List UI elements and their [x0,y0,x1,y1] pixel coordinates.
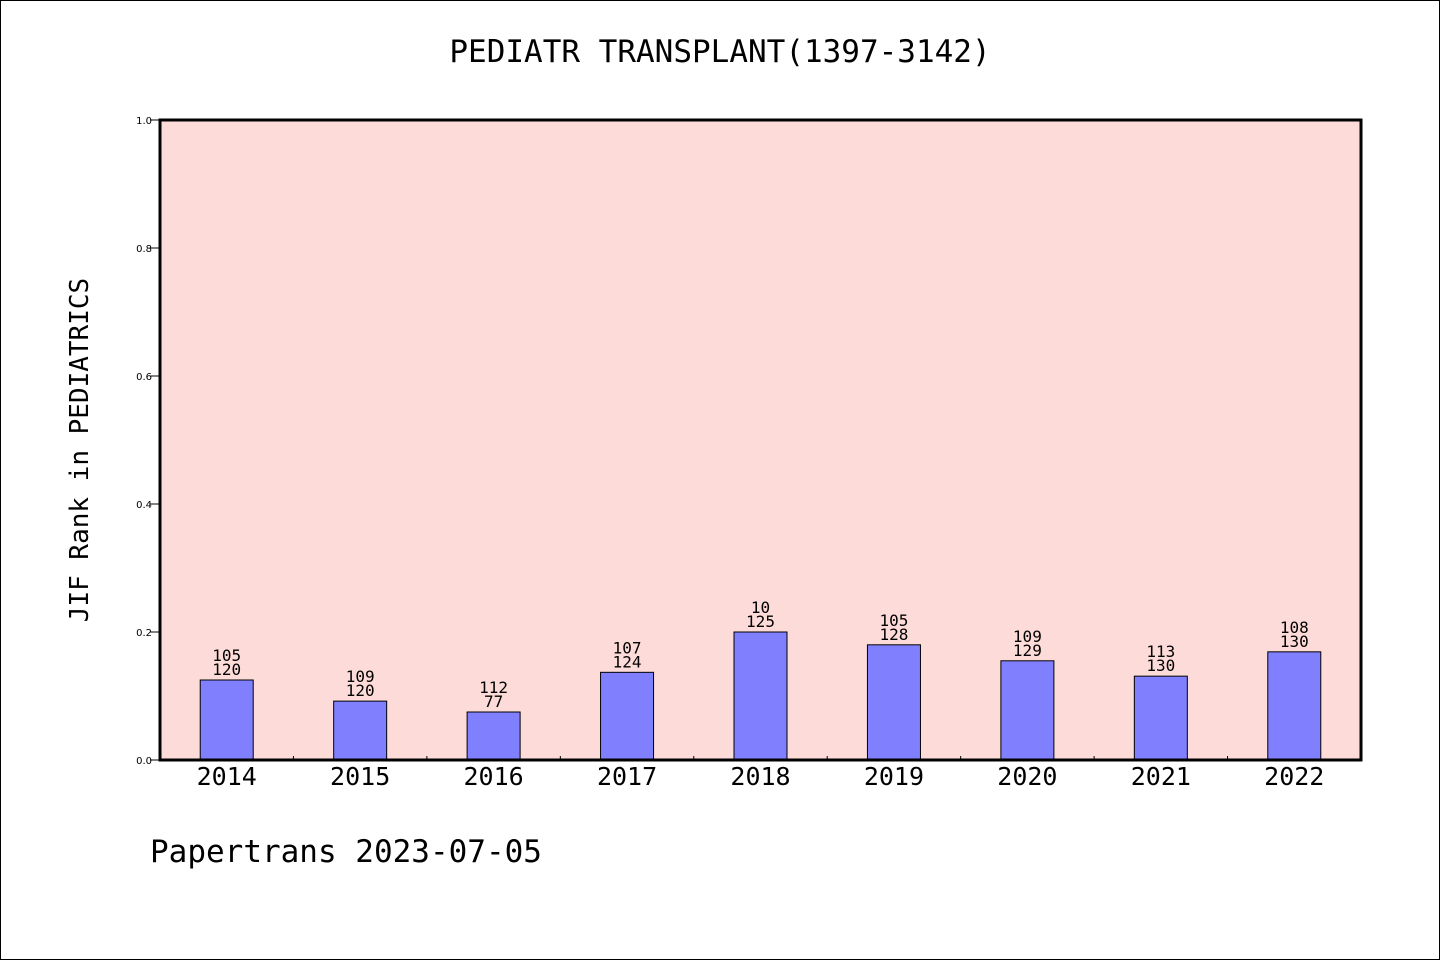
bar-label-bottom: 130 [1146,656,1175,675]
bar-label-top: 109 [346,667,375,686]
bar-label-bottom: 125 [746,612,775,631]
x-tick-label: 2018 [730,762,790,791]
footer-credit: Papertrans 2023-07-05 [150,834,542,870]
bar-label-top: 112 [479,678,508,697]
bar-label-bottom: 128 [879,625,908,644]
bar-label-top: 107 [613,638,642,657]
plot-border [158,118,1363,762]
y-tick-label: 0.6 [136,372,152,383]
chart-title: PEDIATR TRANSPLANT(1397-3142) [449,34,991,70]
bar-label-top: 109 [1013,627,1042,646]
x-tick-label: 2015 [330,762,390,791]
bar [866,644,921,761]
bar-label-top: 108 [1280,618,1309,637]
y-tick-label: 0.4 [136,500,152,511]
x-tick-label: 2017 [597,762,657,791]
bar-label-bottom: 124 [613,652,642,671]
bar-label-top: 105 [879,611,908,630]
bar [199,679,254,761]
y-tick-label: 0.8 [136,244,152,255]
x-tick-label: 2021 [1131,762,1191,791]
bar-label-bottom: 130 [1280,632,1309,651]
bar-label-top: 113 [1146,642,1175,661]
x-tick-label: 2020 [997,762,1057,791]
bar [1000,660,1055,761]
y-tick-label: 0.0 [136,756,152,767]
bar [1267,651,1322,761]
bar-label-bottom: 77 [484,692,503,711]
bar-label-bottom: 120 [212,660,241,679]
bar-label-top: 105 [212,646,241,665]
y-tick-label: 0.2 [136,628,152,639]
bar-label-top: 10 [751,598,770,617]
bar [600,671,655,761]
y-tick-label: 1.0 [136,116,152,127]
x-tick-label: 2016 [464,762,524,791]
bar [466,711,521,761]
x-tick-label: 2019 [864,762,924,791]
bar-label-bottom: 129 [1013,641,1042,660]
x-tick-label: 2022 [1264,762,1324,791]
x-tick-label: 2014 [197,762,257,791]
bar-label-bottom: 120 [346,681,375,700]
bar [1133,675,1188,761]
bar [333,700,388,761]
bar [733,631,788,761]
